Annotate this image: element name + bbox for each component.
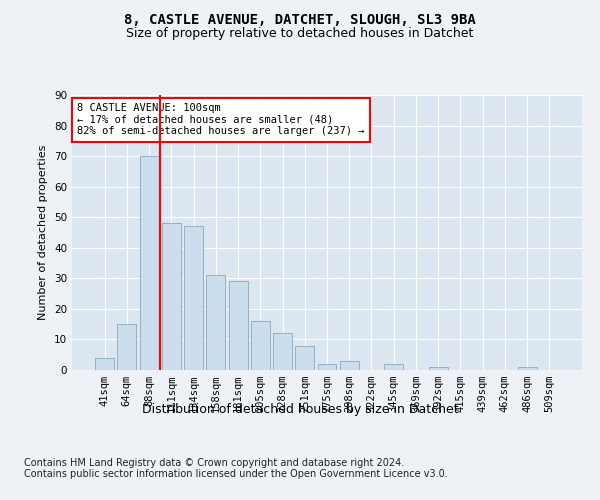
Text: Distribution of detached houses by size in Datchet: Distribution of detached houses by size … bbox=[142, 402, 458, 415]
Bar bbox=[317, 364, 337, 370]
Bar bbox=[95, 358, 114, 370]
Bar bbox=[340, 361, 359, 370]
Bar bbox=[251, 321, 270, 370]
Bar bbox=[184, 226, 203, 370]
Y-axis label: Number of detached properties: Number of detached properties bbox=[38, 145, 49, 320]
Bar bbox=[295, 346, 314, 370]
Bar bbox=[140, 156, 158, 370]
Bar bbox=[273, 334, 292, 370]
Bar bbox=[429, 367, 448, 370]
Bar bbox=[229, 282, 248, 370]
Text: Contains HM Land Registry data © Crown copyright and database right 2024.
Contai: Contains HM Land Registry data © Crown c… bbox=[24, 458, 448, 479]
Bar bbox=[162, 224, 181, 370]
Text: Size of property relative to detached houses in Datchet: Size of property relative to detached ho… bbox=[127, 28, 473, 40]
Bar bbox=[384, 364, 403, 370]
Text: 8, CASTLE AVENUE, DATCHET, SLOUGH, SL3 9BA: 8, CASTLE AVENUE, DATCHET, SLOUGH, SL3 9… bbox=[124, 12, 476, 26]
Bar bbox=[118, 324, 136, 370]
Bar bbox=[518, 367, 536, 370]
Bar bbox=[206, 276, 225, 370]
Text: 8 CASTLE AVENUE: 100sqm
← 17% of detached houses are smaller (48)
82% of semi-de: 8 CASTLE AVENUE: 100sqm ← 17% of detache… bbox=[77, 104, 365, 136]
